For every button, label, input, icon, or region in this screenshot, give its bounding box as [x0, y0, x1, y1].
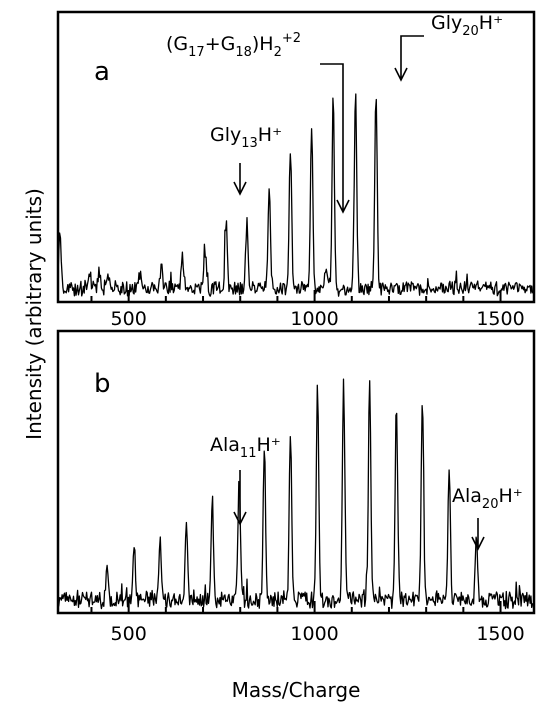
annotation-gly13: Gly13H⁺: [210, 124, 282, 196]
panel-b-frame: [56, 329, 536, 615]
annotation-ala11-label: Ala11H⁺: [210, 434, 281, 461]
panel-a-peak-10: [268, 185, 271, 188]
panel-a-x-tick-label-1500: 1500: [476, 308, 524, 330]
panel-a-peak-16: [375, 95, 378, 98]
panel-a-spectrum-line: [57, 93, 534, 297]
panel-b-peak-13: [448, 465, 451, 468]
panel-b-peak-11: [395, 403, 398, 406]
annotation-g17-g18-arrow: [320, 63, 350, 214]
panel-b-x-tick-label-1000: 1000: [290, 623, 338, 645]
panel-a-x-tick-label-500: 500: [111, 308, 147, 330]
panel-b-x-tick-label-1500: 1500: [476, 623, 524, 645]
panel-b: 500 1000 1500 b Ala11H⁺ Ala20H⁺: [56, 329, 536, 645]
panel-a-peak-15: [354, 89, 357, 92]
panel-a-frame: [56, 10, 536, 304]
panel-b-letter: b: [94, 369, 111, 399]
x-axis-label: Mass/Charge: [232, 678, 361, 702]
annotation-ala20-label: Ala20H⁺: [452, 485, 523, 512]
panel-a-letter: a: [94, 57, 110, 87]
panel-b-spectrum-line: [57, 378, 534, 610]
annotation-ala11-arrow: [233, 470, 247, 526]
annotation-ala20-arrow: [471, 518, 485, 551]
annotation-gly20-arrow: [394, 35, 424, 82]
panel-b-x-tick-label-500: 500: [111, 623, 147, 645]
annotation-gly13-arrow: [233, 163, 247, 196]
panel-b-x-ticks: 500 1000 1500: [90, 400, 525, 645]
annotation-gly20-label: Gly20H⁺: [431, 12, 503, 39]
annotation-g17-g18-label: (G17+G18)H2+2: [166, 31, 301, 60]
y-axis-label: Intensity (arbitrary units): [22, 188, 46, 440]
panel-b-peak-12: [421, 400, 424, 403]
annotation-gly13-label: Gly13H⁺: [210, 124, 282, 151]
annotation-ala20: Ala20H⁺: [452, 485, 523, 551]
panel-a-peak-11: [289, 150, 292, 153]
panel-a-x-ticks: 500 1000 1500: [90, 89, 525, 330]
panel-a: 500 1000 1500 a Gly13H⁺ (G17+G18)H2+2 Gly2…: [56, 10, 536, 330]
panel-a-x-tick-label-1000: 1000: [290, 308, 338, 330]
annotation-ala11: Ala11H⁺: [210, 434, 281, 526]
annotation-gly20: Gly20H⁺: [394, 12, 503, 82]
panel-b-peak-7: [289, 428, 292, 431]
annotation-g17-g18: (G17+G18)H2+2: [166, 31, 350, 214]
